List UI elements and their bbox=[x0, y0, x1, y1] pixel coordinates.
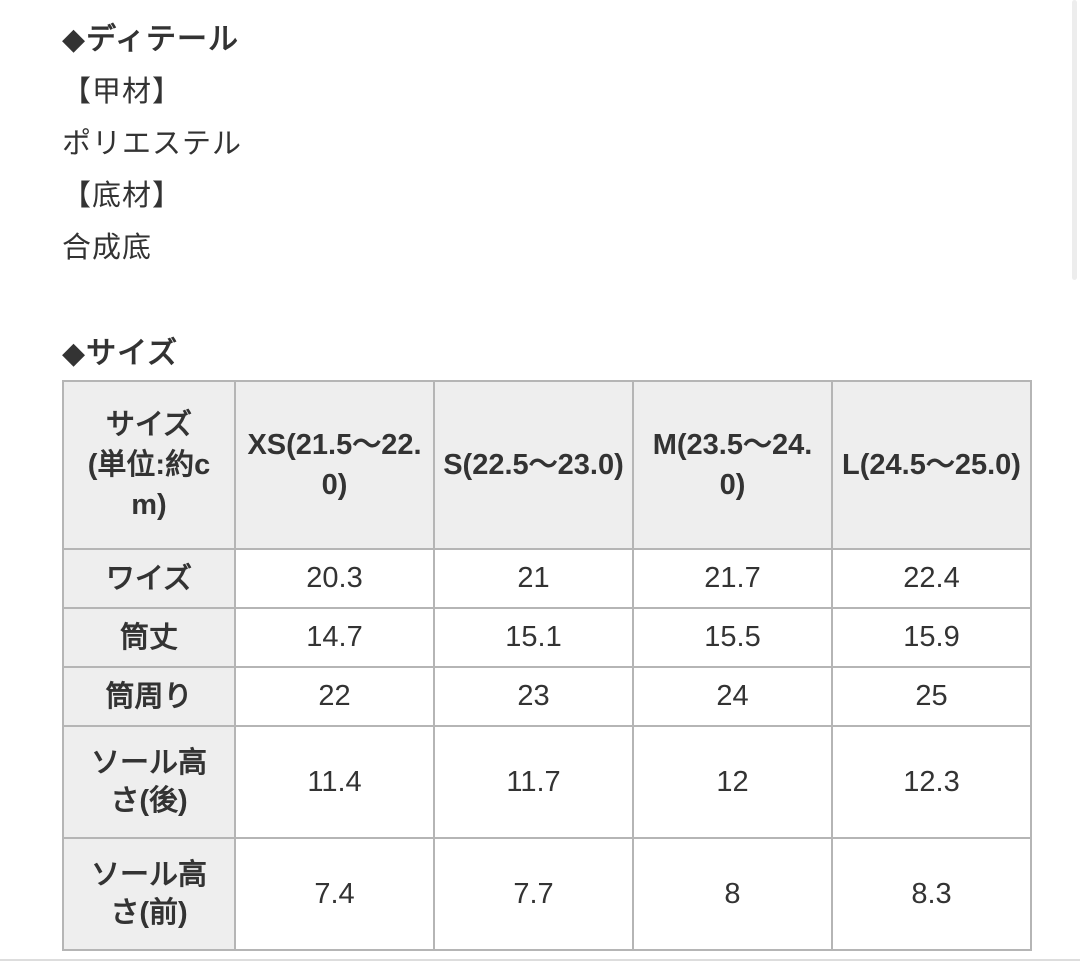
table-row-shaft-circumference: 筒周り 22 23 24 25 bbox=[62, 666, 1032, 727]
sole-material-value: 合成底 bbox=[62, 232, 153, 264]
cell-value: 7.4 bbox=[234, 837, 435, 951]
cell-value: 21.7 bbox=[632, 548, 833, 609]
upper-material-value: ポリエステル bbox=[62, 128, 243, 160]
sole-material-label: 【底材】 bbox=[62, 180, 183, 212]
row-label: 筒丈 bbox=[62, 607, 236, 668]
section-divider bbox=[0, 959, 1080, 961]
row-label: ワイズ bbox=[62, 548, 236, 609]
corner-unit: (単位:約cm) bbox=[87, 449, 211, 521]
cell-value: 15.5 bbox=[632, 607, 833, 668]
cell-value: 14.7 bbox=[234, 607, 435, 668]
cell-value: 12.3 bbox=[831, 725, 1032, 839]
corner-title: サイズ bbox=[105, 409, 193, 441]
cell-value: 24 bbox=[632, 666, 833, 727]
cell-value: 11.7 bbox=[433, 725, 634, 839]
column-header-xs: XS(21.5〜22.0) bbox=[234, 380, 435, 550]
column-header-m: M(23.5〜24.0) bbox=[632, 380, 833, 550]
diamond-icon: ◆ bbox=[62, 337, 87, 370]
column-header-s: S(22.5〜23.0) bbox=[433, 380, 634, 550]
cell-value: 25 bbox=[831, 666, 1032, 727]
row-label: 筒周り bbox=[62, 666, 236, 727]
cell-value: 20.3 bbox=[234, 548, 435, 609]
size-table: サイズ (単位:約cm) XS(21.5〜22.0) S(22.5〜23.0) … bbox=[62, 380, 1032, 951]
cell-value: 15.1 bbox=[433, 607, 634, 668]
size-table-header-row: サイズ (単位:約cm) XS(21.5〜22.0) S(22.5〜23.0) … bbox=[62, 380, 1032, 550]
cell-value: 7.7 bbox=[433, 837, 634, 951]
scrollbar-thumb[interactable] bbox=[1072, 0, 1077, 280]
cell-value: 8.3 bbox=[831, 837, 1032, 951]
cell-value: 23 bbox=[433, 666, 634, 727]
details-heading: ◆ディテール bbox=[62, 14, 1080, 66]
cell-value: 11.4 bbox=[234, 725, 435, 839]
table-row-shaft-height: 筒丈 14.7 15.1 15.5 15.9 bbox=[62, 607, 1032, 668]
cell-value: 15.9 bbox=[831, 607, 1032, 668]
cell-value: 8 bbox=[632, 837, 833, 951]
row-label: ソール高さ(前) bbox=[62, 837, 236, 951]
table-row-width: ワイズ 20.3 21 21.7 22.4 bbox=[62, 548, 1032, 609]
cell-value: 22 bbox=[234, 666, 435, 727]
size-heading-label: サイズ bbox=[86, 337, 179, 370]
table-row-sole-height-rear: ソール高さ(後) 11.4 11.7 12 12.3 bbox=[62, 725, 1032, 839]
diamond-icon: ◆ bbox=[62, 23, 87, 56]
cell-value: 12 bbox=[632, 725, 833, 839]
cell-value: 22.4 bbox=[831, 548, 1032, 609]
size-table-corner-header: サイズ (単位:約cm) bbox=[62, 380, 236, 550]
column-header-l: L(24.5〜25.0) bbox=[831, 380, 1032, 550]
details-heading-label: ディテール bbox=[86, 23, 239, 56]
cell-value: 21 bbox=[433, 548, 634, 609]
upper-material-label: 【甲材】 bbox=[62, 76, 183, 108]
size-heading: ◆サイズ bbox=[62, 330, 1080, 378]
row-label: ソール高さ(後) bbox=[62, 725, 236, 839]
table-row-sole-height-front: ソール高さ(前) 7.4 7.7 8 8.3 bbox=[62, 837, 1032, 951]
